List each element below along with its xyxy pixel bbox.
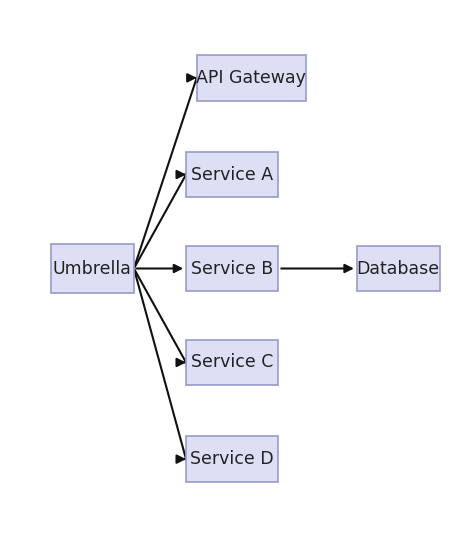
Text: Database: Database <box>356 259 440 278</box>
FancyBboxPatch shape <box>51 244 134 293</box>
Text: Service B: Service B <box>191 259 273 278</box>
FancyBboxPatch shape <box>356 246 439 291</box>
FancyBboxPatch shape <box>186 151 278 197</box>
FancyBboxPatch shape <box>186 246 278 291</box>
FancyBboxPatch shape <box>186 339 278 386</box>
FancyBboxPatch shape <box>186 436 278 482</box>
Text: Service D: Service D <box>191 450 274 468</box>
Text: Service A: Service A <box>191 165 273 184</box>
Text: Umbrella: Umbrella <box>53 259 132 278</box>
FancyBboxPatch shape <box>197 55 306 101</box>
Text: Service C: Service C <box>191 353 273 372</box>
Text: API Gateway: API Gateway <box>196 69 306 87</box>
